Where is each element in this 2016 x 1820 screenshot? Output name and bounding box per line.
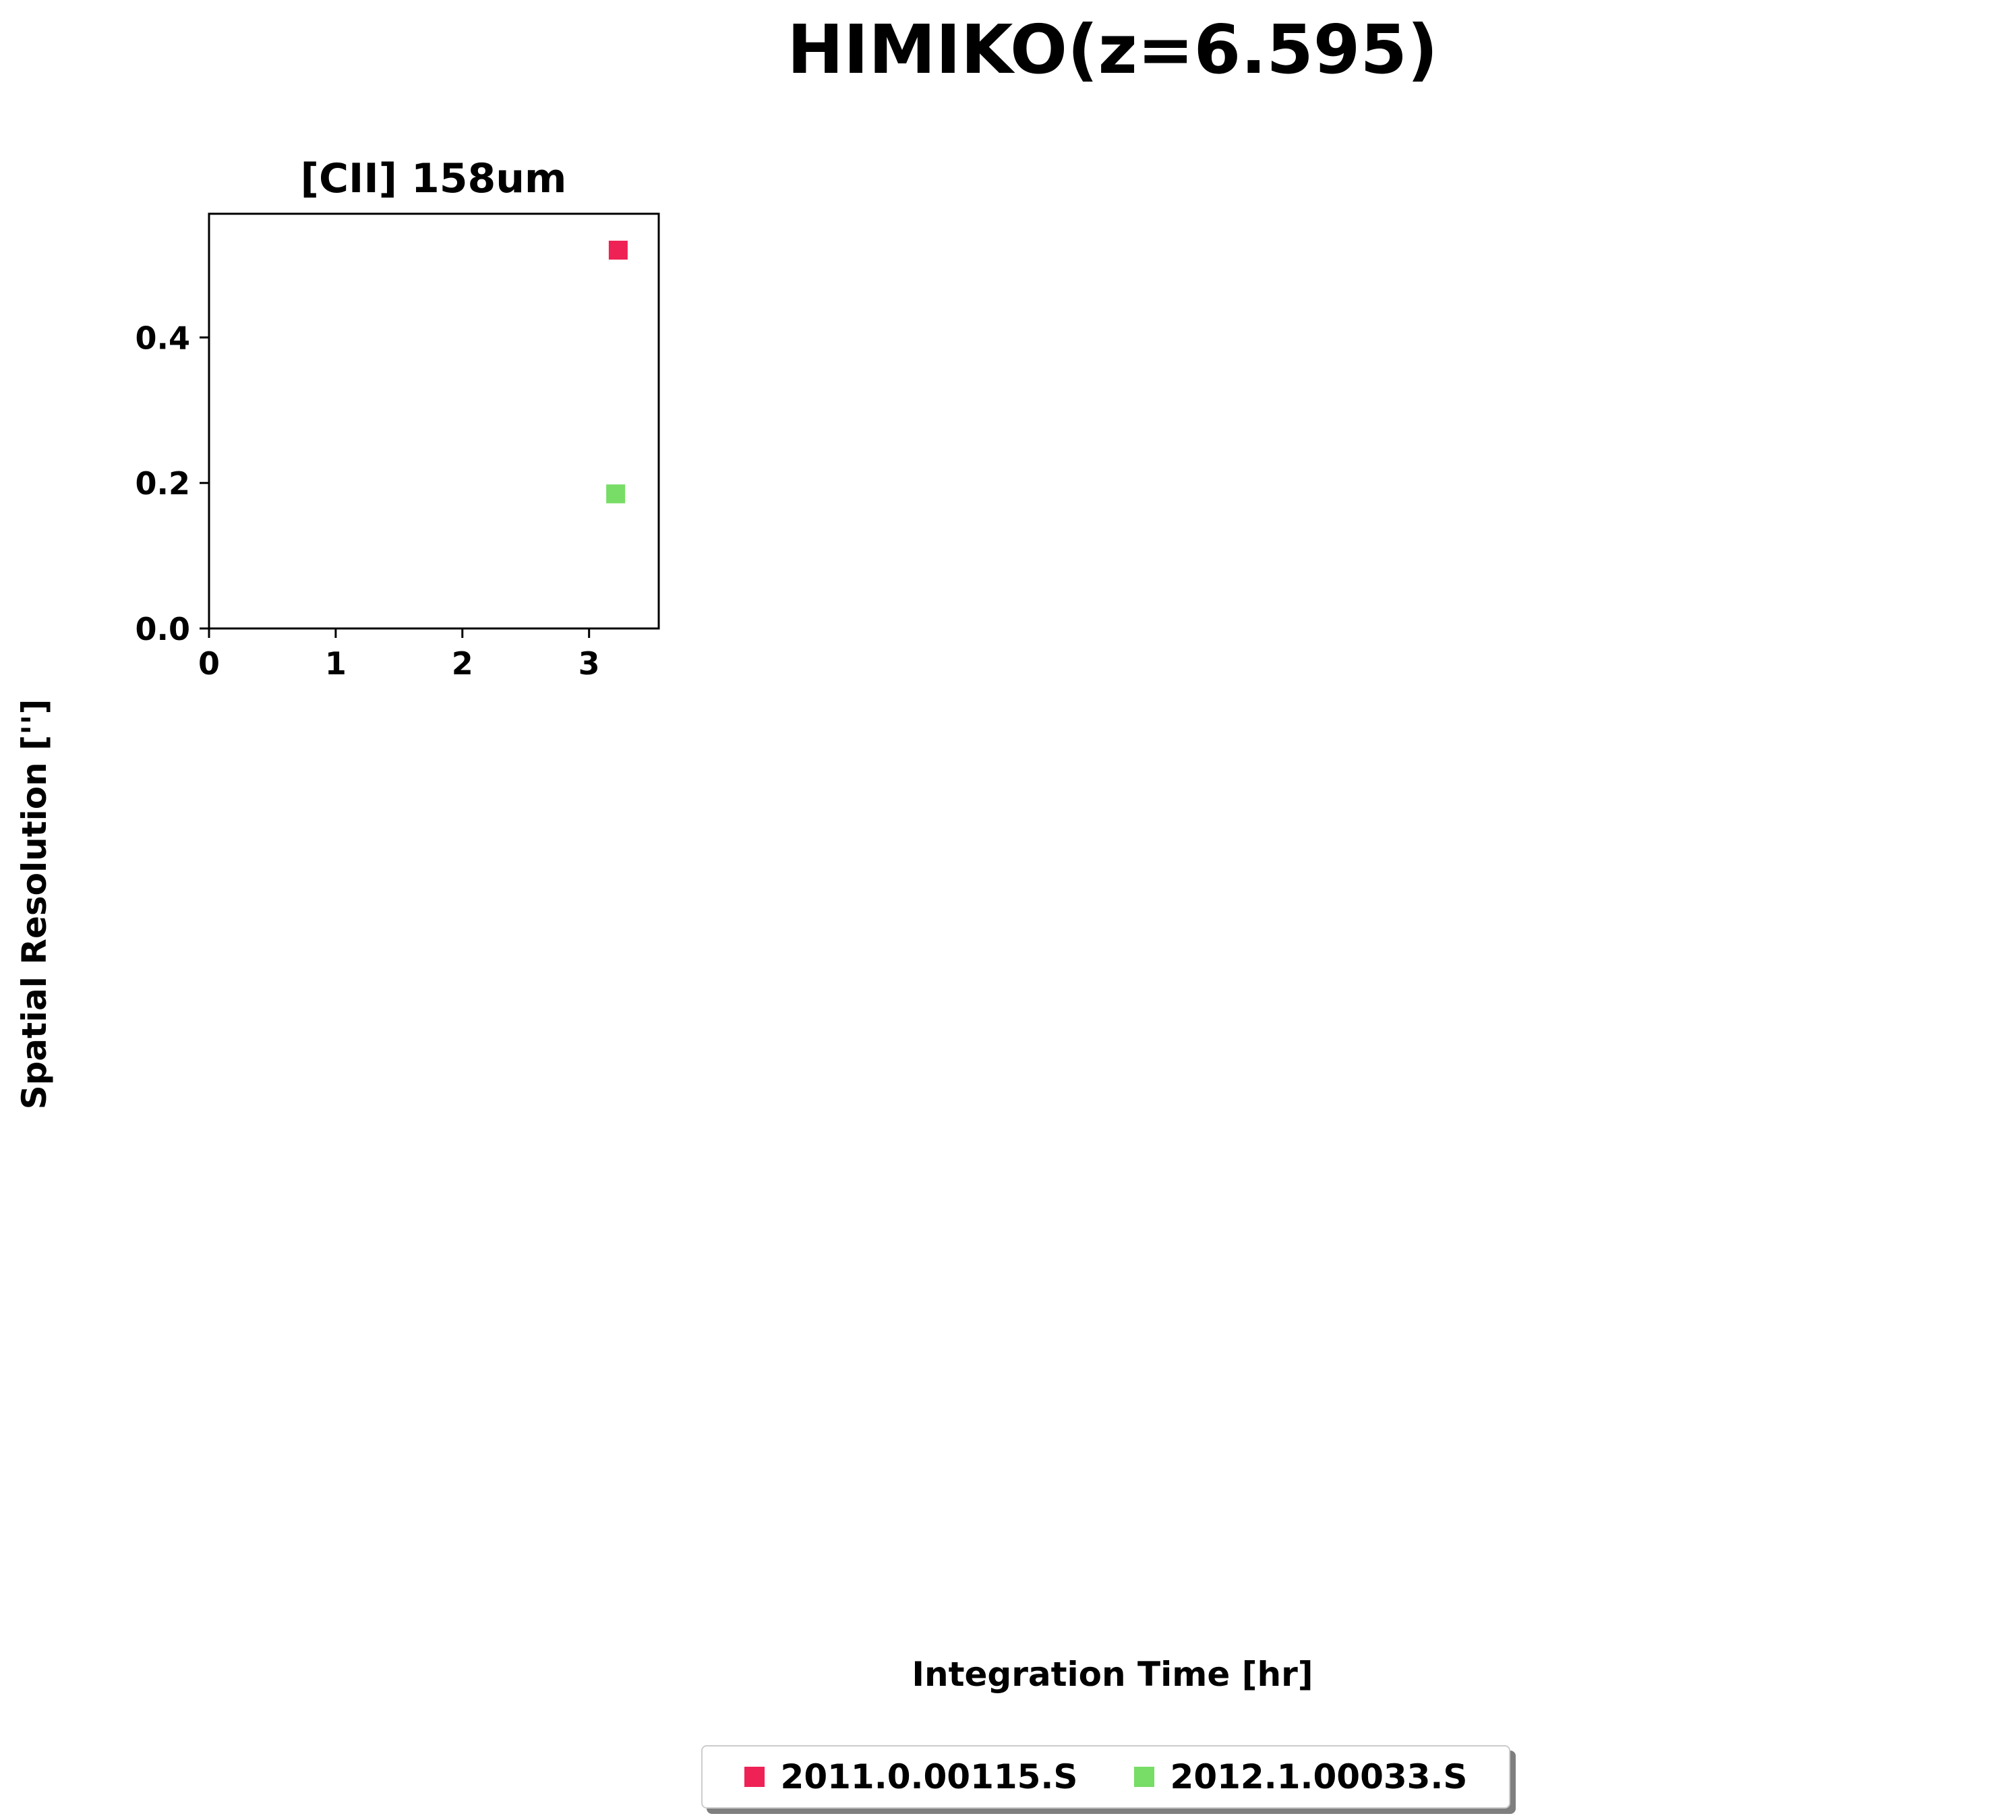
figure-ylabel: Spatial Resolution [''] bbox=[15, 699, 54, 1110]
y-tick-label: 0.2 bbox=[136, 465, 191, 502]
chart-title: [CII] 158um bbox=[301, 155, 567, 202]
legend: 2011.0.00115.S 2012.1.00033.S bbox=[701, 1745, 1510, 1809]
plot-area-frame bbox=[208, 212, 660, 630]
data-point-series-1 bbox=[606, 484, 626, 504]
y-tick-label: 0.4 bbox=[136, 320, 191, 356]
x-axis-ticks: 0 1 2 3 bbox=[198, 628, 600, 682]
data-point-series-0 bbox=[608, 240, 628, 260]
legend-label-2012: 2012.1.00033.S bbox=[1170, 1757, 1468, 1796]
x-tick-label: 1 bbox=[325, 645, 347, 682]
x-tick-label: 0 bbox=[198, 645, 220, 682]
y-axis-ticks: 0.0 0.2 0.4 bbox=[136, 320, 209, 647]
legend-item-2011: 2011.0.00115.S bbox=[744, 1757, 1078, 1796]
legend-swatch-2012 bbox=[1133, 1767, 1154, 1787]
legend-item-2012: 2012.1.00033.S bbox=[1133, 1757, 1468, 1796]
legend-swatch-2011 bbox=[744, 1767, 765, 1787]
data-points bbox=[606, 240, 628, 504]
figure-xlabel: Integration Time [hr] bbox=[912, 1655, 1313, 1694]
x-tick-label: 3 bbox=[579, 645, 600, 682]
scatter-axes: [CII] 158um 0 1 2 3 0.0 0.2 0.4 bbox=[136, 155, 660, 682]
figure-title: HIMIKO(z=6.595) bbox=[787, 10, 1437, 89]
x-tick-label: 2 bbox=[452, 645, 473, 682]
y-tick-label: 0.0 bbox=[136, 611, 191, 647]
legend-label-2011: 2011.0.00115.S bbox=[780, 1757, 1078, 1796]
